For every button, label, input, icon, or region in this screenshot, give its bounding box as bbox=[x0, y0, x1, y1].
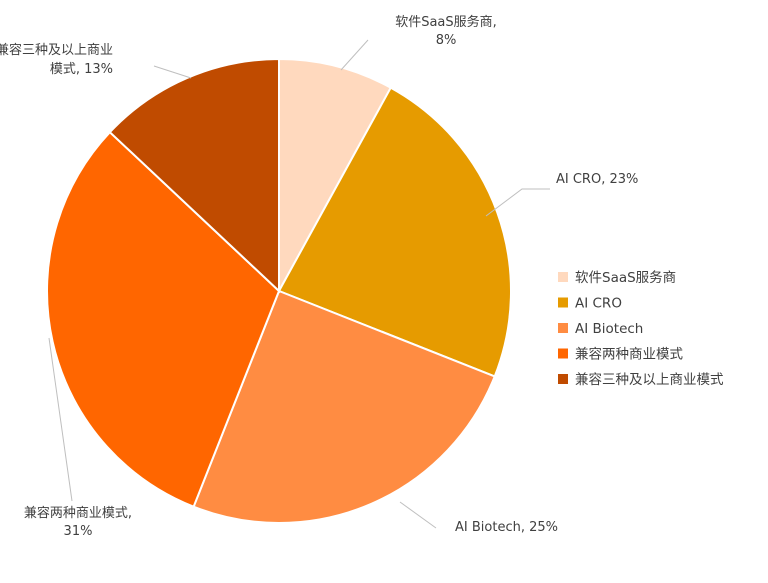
data-label-4: 兼容两种商业模式, 31% bbox=[24, 505, 132, 539]
pie-slice-5 bbox=[108, 57, 280, 294]
data-label-2: AI CRO, 23% bbox=[556, 172, 638, 187]
pie-slice-4 bbox=[46, 130, 281, 509]
leader-line-2 bbox=[485, 188, 550, 217]
legend-label-5: 兼容三种及以上商业模式 bbox=[575, 371, 724, 388]
data-labels: 软件SaaS服务商, 8% AI CRO, 23% AI Biotech, 25% 兼容… bbox=[0, 14, 638, 539]
legend: 软件SaaS服务商 AI CRO AI Biotech 兼容两种商业模式兼容三种及以上… bbox=[558, 270, 724, 388]
leader-lines bbox=[48, 39, 550, 529]
leader-line-1 bbox=[340, 39, 369, 71]
legend-swatch-1 bbox=[558, 272, 568, 282]
pie-slice-2 bbox=[277, 86, 512, 378]
legend-label-4: 兼容两种商业模式 bbox=[575, 346, 683, 363]
data-label-1: 软件SaaS服务商, 8% bbox=[395, 14, 497, 48]
pie-slice-1 bbox=[278, 57, 393, 292]
data-label-3: AI Biotech, 25% bbox=[455, 520, 558, 535]
legend-label-2: AI CRO bbox=[575, 296, 622, 312]
leader-line-4 bbox=[48, 337, 73, 502]
legend-swatch-3 bbox=[558, 323, 568, 333]
legend-swatch-4 bbox=[558, 348, 568, 359]
leader-line-3 bbox=[399, 501, 437, 529]
leader-line-5 bbox=[153, 65, 192, 79]
data-label-5: 兼容三种及以上商业模式, 13% bbox=[0, 42, 113, 77]
legend-label-3: AI Biotech bbox=[575, 321, 643, 337]
legend-swatch-2 bbox=[558, 297, 568, 308]
legend-label-1: 软件SaaS服务商 bbox=[575, 270, 676, 286]
pie-slice-3 bbox=[192, 289, 497, 524]
pie-slices bbox=[46, 57, 512, 524]
legend-swatch-5 bbox=[558, 374, 568, 384]
